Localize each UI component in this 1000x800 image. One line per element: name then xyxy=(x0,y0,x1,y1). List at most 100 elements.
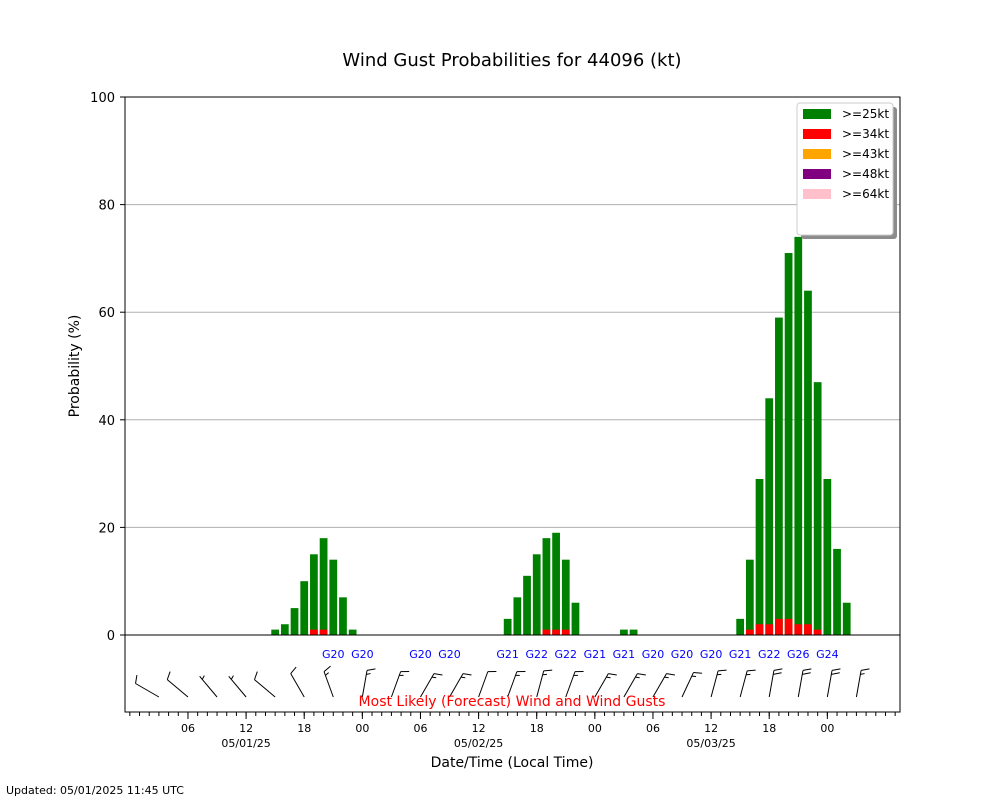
bar xyxy=(552,629,560,635)
x-tick-label: 06 xyxy=(646,722,660,735)
bar xyxy=(542,629,551,635)
wind-barb xyxy=(797,668,812,698)
barb-full xyxy=(802,668,812,671)
wind-barb xyxy=(290,666,305,698)
barb-full xyxy=(433,673,443,676)
bar xyxy=(310,554,318,635)
bar xyxy=(813,382,822,635)
barb-staff xyxy=(594,673,609,698)
wind-barb xyxy=(228,675,247,698)
gust-label: G20 xyxy=(438,648,461,661)
barb-staff xyxy=(507,671,518,698)
x-tick-label: 06 xyxy=(181,722,195,735)
barb-full xyxy=(666,673,675,676)
barb-full xyxy=(747,669,756,672)
x-axis-label: Date/Time (Local Time) xyxy=(431,755,594,771)
bar xyxy=(280,624,289,635)
wind-barbs xyxy=(135,665,870,698)
barb-full xyxy=(637,673,646,676)
bar xyxy=(620,629,628,635)
bar xyxy=(775,317,783,635)
wind-barb xyxy=(681,672,702,698)
bar xyxy=(532,554,541,635)
x-tick-label: 06 xyxy=(413,722,427,735)
barb-full xyxy=(773,668,783,671)
bar xyxy=(736,618,745,635)
bar xyxy=(745,559,754,635)
barb-full xyxy=(323,665,331,673)
barb-staff xyxy=(739,670,748,698)
barb-staff xyxy=(652,673,667,698)
wind-barb xyxy=(135,674,160,698)
wind-barb xyxy=(826,668,841,698)
bars xyxy=(271,236,851,635)
barb-full xyxy=(608,673,617,676)
bar xyxy=(842,602,851,635)
x-tick-label: 00 xyxy=(820,722,834,735)
barb-staff xyxy=(449,673,464,698)
x-date-label: 05/03/25 xyxy=(686,737,735,750)
gust-label: G20 xyxy=(322,648,345,661)
gust-label: G21 xyxy=(496,648,519,661)
y-axis-label: Probability (%) xyxy=(67,315,83,418)
barb-full xyxy=(861,668,870,671)
bar xyxy=(804,624,812,635)
bar xyxy=(755,478,764,635)
x-tick-label: 00 xyxy=(588,722,602,735)
bar xyxy=(794,624,803,635)
legend-label: >=25kt xyxy=(842,107,889,121)
wind-barb xyxy=(710,669,727,698)
y-tick-label: 100 xyxy=(90,91,115,106)
bar xyxy=(319,629,328,635)
y-tick-label: 40 xyxy=(98,414,115,429)
barb-staff xyxy=(623,673,638,698)
wind-barb xyxy=(199,675,218,698)
wind-barb xyxy=(623,673,646,698)
bar xyxy=(804,290,812,635)
wind-barb xyxy=(565,671,584,698)
bar xyxy=(542,538,551,635)
bar xyxy=(561,559,570,635)
plot-frame xyxy=(124,96,901,713)
bar xyxy=(523,575,531,635)
wind-barb xyxy=(536,669,553,698)
barb-half xyxy=(325,672,329,676)
gust-label: G21 xyxy=(729,648,752,661)
barb-full xyxy=(462,673,472,676)
barb-full xyxy=(831,668,841,671)
legend-swatch xyxy=(803,129,831,139)
bar xyxy=(348,629,357,635)
x-ticks: 06 12 05/01/25 18 00 06 12 05/02/25 18 00 06 12 05/0… xyxy=(129,712,896,750)
barb-full xyxy=(366,668,376,671)
chart-title: Wind Gust Probabilities for 44096 (kt) xyxy=(342,50,681,71)
barb-staff xyxy=(768,670,775,698)
x-tick-label: 18 xyxy=(530,722,544,735)
bar xyxy=(271,629,280,635)
bar xyxy=(561,629,570,635)
grid-lines xyxy=(125,204,900,528)
legend-swatch xyxy=(803,109,831,119)
gust-label: G20 xyxy=(671,648,694,661)
gust-label: G22 xyxy=(525,648,548,661)
wind-panel-label: Most Likely (Forecast) Wind and Wind Gus… xyxy=(359,694,666,710)
bar xyxy=(794,236,803,635)
x-tick-label: 18 xyxy=(762,722,776,735)
barb-half xyxy=(460,676,466,679)
legend-label: >=64kt xyxy=(842,187,889,201)
bar xyxy=(329,559,338,635)
barb-full xyxy=(831,672,840,675)
bar xyxy=(300,581,309,635)
y-tick-label: 20 xyxy=(98,521,115,536)
bar xyxy=(629,629,638,635)
legend-swatch xyxy=(803,149,831,159)
wind-barb xyxy=(739,669,756,698)
barb-half xyxy=(606,676,611,679)
barb-half xyxy=(201,675,205,680)
gust-label: G26 xyxy=(787,648,810,661)
wind-barb xyxy=(449,673,472,698)
bar xyxy=(833,548,841,635)
gust-label: G22 xyxy=(758,648,781,661)
bar xyxy=(784,618,793,635)
barb-half xyxy=(860,673,865,675)
bar xyxy=(571,602,580,635)
